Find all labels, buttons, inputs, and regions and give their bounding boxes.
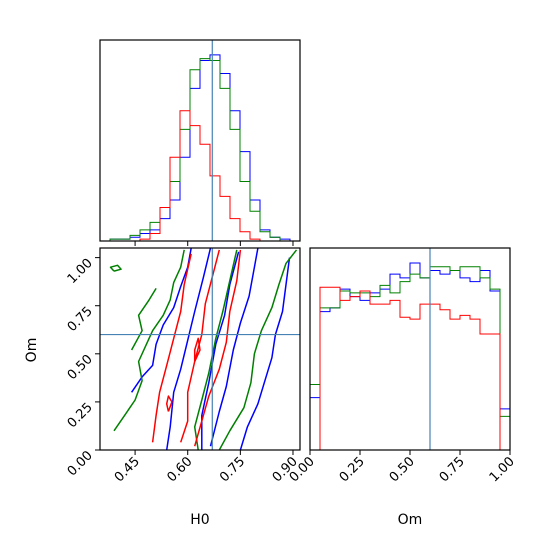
x-axis-label-om: Om [398, 512, 423, 528]
y-axis-label-om: Om [24, 338, 40, 363]
x-axis-label-h0: H0 [190, 512, 209, 528]
contour-blue [130, 248, 192, 393]
om-tick-label: 0.50 [387, 454, 418, 485]
contour-green [218, 249, 298, 450]
h0-tick-label: 0.60 [164, 454, 195, 485]
contour-red [151, 253, 192, 443]
om-y-tick-label: 0.75 [65, 304, 96, 335]
h0-tick-label: 0.75 [217, 454, 248, 485]
contour-red [165, 395, 173, 412]
histogram-green [309, 266, 511, 450]
contour-red [193, 337, 201, 362]
histogram-red [100, 110, 300, 242]
panel-om-histogram: 0.00 0.25 0.50 0.75 1.00 [287, 247, 518, 485]
histogram-red [310, 286, 510, 451]
histogram-blue [100, 54, 300, 242]
contour-blue [209, 248, 259, 447]
contour-red [179, 249, 221, 443]
contour-green [130, 288, 157, 351]
om-tick-label: 0.25 [337, 454, 368, 485]
contour-red [193, 249, 242, 447]
om-y-tick-label: 1.00 [65, 256, 96, 287]
panel-h0-om-contour: 0.45 0.60 0.75 0.900.000.250.500.751.00 [65, 247, 301, 485]
om-y-tick-label: 0.50 [65, 352, 96, 383]
panel-frame [99, 247, 301, 451]
histogram-green [100, 58, 300, 242]
h0-tick-label: 0.45 [112, 454, 143, 485]
om-y-tick-label: 0.00 [65, 448, 96, 479]
om-y-tick-label: 0.25 [65, 400, 96, 431]
om-tick-label: 0.75 [437, 454, 468, 485]
contour-green [193, 249, 238, 450]
contour-blue [201, 251, 240, 450]
contour-blue [239, 257, 291, 450]
panel-frame [99, 39, 301, 242]
contour-green [113, 249, 185, 432]
contour-green [109, 264, 122, 272]
panel-h0-histogram [99, 39, 301, 246]
contour-area [109, 248, 298, 450]
om-tick-label: 1.00 [487, 454, 518, 485]
contour-blue [165, 248, 212, 450]
